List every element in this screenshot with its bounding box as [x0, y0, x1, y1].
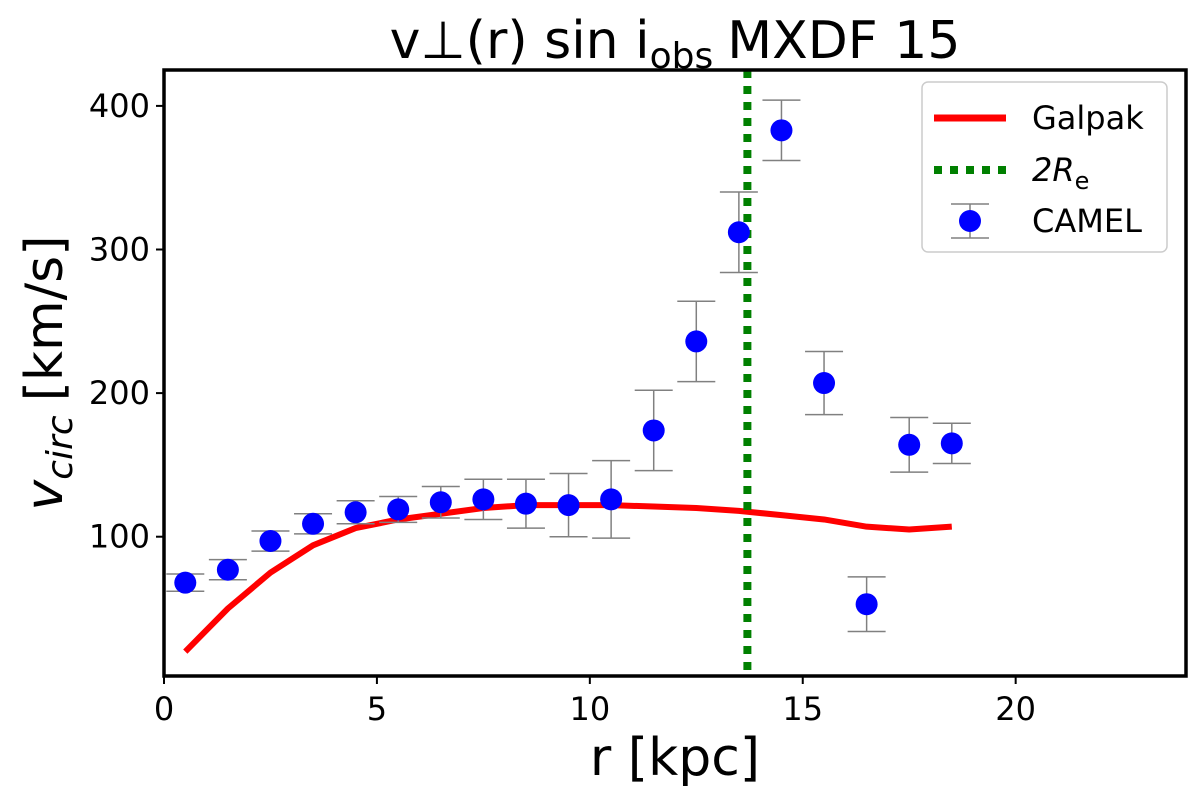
axes-frame — [162, 68, 1188, 678]
camel-point-3 — [302, 512, 325, 535]
y-axis-title-subscript: circ — [40, 415, 81, 480]
x-tick-label-2: 10 — [569, 690, 610, 728]
camel-point-4 — [344, 501, 367, 524]
legend-2re-main: 2R — [1032, 151, 1075, 189]
camel-point-7 — [472, 488, 495, 511]
legend-2re-subscript: e — [1075, 167, 1090, 195]
legend-box — [921, 81, 1168, 253]
y-tick-label-1: 200 — [89, 374, 150, 412]
camel-point-11 — [642, 419, 665, 442]
legend: Galpak 2Re CAMEL — [921, 81, 1168, 253]
x-tick-label-4: 20 — [995, 690, 1036, 728]
camel-point-0 — [174, 571, 197, 594]
y-tick-label-2: 300 — [89, 231, 150, 269]
title-main: v⊥(r) sin i — [390, 11, 650, 71]
chart-marks — [166, 70, 971, 676]
camel-point-16 — [855, 593, 878, 616]
camel-point-5 — [387, 498, 410, 521]
legend-camel-label: CAMEL — [1032, 202, 1142, 240]
legend-camel-marker — [959, 210, 981, 232]
camel-point-18 — [940, 432, 963, 455]
y-axis-title-main: v — [15, 479, 75, 511]
camel-point-13 — [727, 221, 750, 244]
camel-point-15 — [813, 372, 836, 395]
camel-point-9 — [557, 494, 580, 517]
camel-point-6 — [429, 491, 452, 514]
camel-point-8 — [514, 492, 537, 515]
y-axis-title-suffix: [km/s] — [15, 235, 75, 401]
title-suffix: MXDF 15 — [727, 11, 960, 71]
legend-galpak-label: Galpak — [1032, 99, 1144, 137]
camel-point-14 — [770, 119, 793, 142]
y-axis-title: vcirc [km/s] — [15, 235, 81, 510]
camel-point-12 — [685, 330, 708, 353]
x-tick-label-0: 0 — [154, 690, 174, 728]
x-tick-label-3: 15 — [782, 690, 823, 728]
x-tick-label-1: 5 — [367, 690, 387, 728]
camel-point-10 — [600, 488, 623, 511]
camel-point-17 — [898, 433, 921, 456]
y-tick-label-0: 100 — [89, 518, 150, 556]
camel-point-1 — [216, 558, 239, 581]
chart-title: v⊥(r) sin iobs MXDF 15 — [390, 11, 961, 77]
x-axis-title: r [kpc] — [590, 728, 760, 788]
legend-2re-label: 2Re — [1032, 151, 1089, 195]
y-tick-label-3: 400 — [89, 87, 150, 125]
camel-point-2 — [259, 530, 282, 553]
axis-ticks: 0 5 10 15 20 100 200 300 400 — [89, 87, 1036, 728]
